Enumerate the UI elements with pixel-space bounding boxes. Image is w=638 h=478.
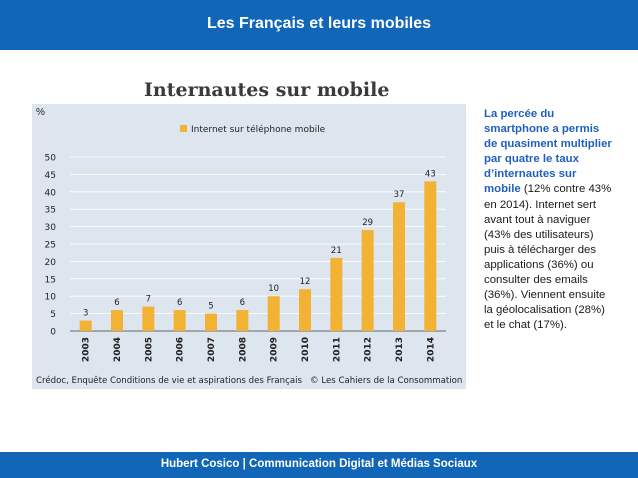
bar — [299, 289, 311, 331]
y-tick-label: 15 — [45, 275, 56, 285]
bar — [361, 230, 374, 331]
data-label: 6 — [114, 298, 119, 308]
x-tick-label: 2010 — [301, 337, 311, 362]
bar — [424, 181, 437, 331]
chart-copyright: © Les Cahiers de la Consommation — [310, 376, 462, 386]
side-highlight: La percée du smartphone a permis de quas… — [484, 108, 612, 196]
y-tick-label: 20 — [45, 258, 57, 268]
y-tick-label: 25 — [45, 241, 56, 251]
side-commentary: La percée du smartphone a permis de quas… — [484, 107, 612, 333]
bar — [236, 310, 249, 331]
x-tick-label: 2007 — [207, 337, 217, 362]
x-tick-label: 2014 — [426, 337, 436, 362]
y-tick-label: 30 — [45, 223, 57, 233]
chart-source: Crédoc, Enquête Conditions de vie et asp… — [36, 375, 303, 386]
x-tick-label: 2004 — [113, 337, 123, 362]
x-tick-label: 2013 — [395, 337, 405, 362]
bar — [111, 310, 123, 331]
x-tick-label: 2009 — [270, 337, 280, 362]
x-tick-label: 2012 — [364, 337, 374, 362]
x-tick-label: 2011 — [332, 337, 342, 362]
data-label: 6 — [240, 298, 245, 308]
data-label: 21 — [331, 246, 342, 256]
chart-title: Internautes sur mobile — [144, 79, 390, 101]
data-label: 7 — [146, 295, 151, 305]
legend-swatch — [180, 125, 187, 132]
data-label: 37 — [394, 190, 405, 200]
data-label: 29 — [362, 218, 373, 228]
data-label: 43 — [425, 169, 436, 179]
bar — [142, 306, 155, 331]
footer-bar: Hubert Cosico | Communication Digital et… — [0, 452, 638, 478]
data-label: 3 — [83, 309, 88, 319]
y-axis-ticks: 0 5 10 15 20 25 30 35 40 45 50 — [45, 154, 57, 338]
bar — [173, 310, 186, 331]
data-labels: 3 6 7 6 5 6 10 12 21 29 37 43 — [83, 169, 436, 318]
y-tick-label: 45 — [45, 171, 56, 181]
side-body: (12% contre 43% en 2014). Internet sert … — [484, 183, 612, 332]
bar — [330, 257, 343, 331]
y-axis-label: % — [36, 107, 45, 118]
header-bar: Les Français et leurs mobiles — [0, 0, 638, 50]
x-tick-label: 2008 — [238, 337, 248, 362]
x-tick-label: 2006 — [176, 337, 186, 362]
x-axis-ticks: 2003 2004 2005 2006 2007 2008 2009 2010 2011 2012… — [82, 337, 437, 362]
bar — [79, 320, 92, 331]
y-tick-label: 0 — [50, 328, 56, 338]
bar — [267, 296, 280, 331]
y-tick-label: 50 — [45, 154, 57, 164]
data-label: 10 — [268, 284, 279, 294]
grid-lines — [70, 156, 446, 332]
bars — [79, 181, 437, 331]
y-tick-label: 35 — [45, 206, 56, 216]
x-tick-label: 2003 — [82, 337, 92, 362]
page-title: Les Français et leurs mobiles — [206, 15, 432, 32]
y-tick-label: 5 — [50, 310, 56, 320]
y-tick-label: 10 — [45, 293, 57, 303]
y-tick-label: 40 — [45, 188, 57, 198]
data-label: 6 — [177, 298, 182, 308]
legend-label: Internet sur téléphone mobile — [191, 124, 326, 135]
data-label: 5 — [208, 302, 213, 312]
bar — [393, 202, 405, 331]
footer-text: Hubert Cosico | Communication Digital et… — [160, 458, 478, 470]
bar — [205, 313, 217, 331]
data-label: 12 — [300, 277, 311, 287]
x-tick-label: 2005 — [144, 337, 154, 362]
